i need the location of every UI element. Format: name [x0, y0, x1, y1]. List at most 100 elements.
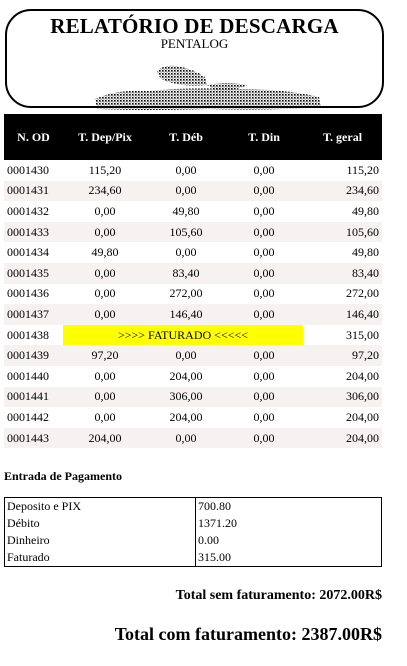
cell-deb: 105,60 — [147, 221, 225, 243]
cell-geral: 146,40 — [303, 304, 382, 325]
cell-deb: 83,40 — [147, 262, 225, 284]
cell-din: 0,00 — [225, 365, 303, 387]
payment-row: Débito 1371.20 — [5, 515, 382, 532]
cell-din: 0,00 — [225, 304, 303, 325]
cell-din: 0,00 — [225, 221, 303, 243]
col-header-dep: T. Dep/Pix — [63, 114, 147, 160]
cell-geral: 97,20 — [303, 345, 382, 366]
cell-din: 0,00 — [225, 242, 303, 263]
company-logo-image — [95, 65, 321, 110]
cell-dep: 49,80 — [63, 242, 147, 263]
table-row: 0001439 97,20 0,00 0,00 97,20 — [4, 345, 382, 366]
cell-geral: 105,60 — [303, 221, 382, 243]
cell-deb: 306,00 — [147, 386, 225, 408]
payment-label: Dinheiro — [7, 533, 50, 547]
cell-deb: 0,00 — [147, 242, 225, 263]
payment-value: 315.00 — [195, 549, 382, 567]
payment-row: Dinheiro 0.00 — [5, 532, 382, 549]
cell-dep: 0,00 — [63, 201, 147, 222]
table-row: 0001435 0,00 83,40 0,00 83,40 — [4, 262, 382, 284]
table-row: 0001437 0,00 146,40 0,00 146,40 — [4, 304, 382, 325]
table-row: 0001440 0,00 204,00 0,00 204,00 — [4, 365, 382, 387]
company-name: PENTALOG — [160, 36, 229, 51]
cell-geral: 306,00 — [303, 386, 382, 408]
cell-geral: 315,00 — [303, 324, 382, 346]
report-title: RELATÓRIO DE DESCARGA — [50, 14, 339, 38]
cell-dep: 115,20 — [63, 160, 147, 181]
cell-od: 0001440 — [4, 365, 63, 387]
cell-od: 0001439 — [4, 345, 63, 366]
payment-value: 1371.20 — [195, 515, 382, 532]
cell-geral: 83,40 — [303, 262, 382, 284]
cell-deb: 0,00 — [147, 160, 225, 181]
cell-od: 0001431 — [4, 180, 63, 202]
cell-geral: 204,00 — [303, 427, 382, 449]
payment-row: Deposito e PIX 700.80 — [5, 497, 382, 515]
cell-geral: 204,00 — [303, 407, 382, 428]
col-header-geral: T. geral — [303, 114, 382, 160]
faturado-badge: >>>> FATURADO <<<<< — [63, 324, 303, 346]
cell-od: 0001433 — [4, 221, 63, 243]
cell-din: 0,00 — [225, 160, 303, 181]
cell-dep: 0,00 — [63, 283, 147, 305]
cell-deb: 204,00 — [147, 365, 225, 387]
payment-value: 0.00 — [195, 532, 382, 549]
cell-din: 0,00 — [225, 283, 303, 305]
table-header-row: N. OD T. Dep/Pix T. Déb T. Din T. geral — [4, 114, 382, 160]
table-row: 0001443 204,00 0,00 0,00 204,00 — [4, 427, 382, 449]
payment-table: Deposito e PIX 700.80 Débito 1371.20 Dinheir… — [4, 497, 382, 567]
table-row: 0001441 0,00 306,00 0,00 306,00 — [4, 386, 382, 408]
cell-geral: 272,00 — [303, 283, 382, 305]
cell-deb: 49,80 — [147, 201, 225, 222]
table-row: 0001438 >>>> FATURADO <<<<< 315,00 — [4, 324, 382, 346]
cell-od: 0001438 — [4, 324, 63, 346]
payment-label: Faturado — [7, 550, 50, 564]
cell-deb: 0,00 — [147, 180, 225, 202]
cell-deb: 204,00 — [147, 407, 225, 428]
table-row: 0001430 115,20 0,00 0,00 115,20 — [4, 160, 382, 181]
cell-din: 0,00 — [225, 386, 303, 408]
cell-geral: 49,80 — [303, 201, 382, 222]
total-without-billing: Total sem faturamento: 2072.00R$ — [175, 588, 382, 603]
cell-od: 0001435 — [4, 262, 63, 284]
col-header-deb: T. Déb — [147, 114, 225, 160]
cell-deb: 0,00 — [147, 427, 225, 449]
col-header-din: T. Din — [225, 114, 303, 160]
discharge-table: N. OD T. Dep/Pix T. Déb T. Din T. geral … — [4, 114, 382, 449]
cell-geral: 234,60 — [303, 180, 382, 202]
cell-od: 0001441 — [4, 386, 63, 408]
cell-dep: 0,00 — [63, 407, 147, 428]
cell-geral: 204,00 — [303, 365, 382, 387]
payment-section-title: Entrada de Pagamento — [4, 469, 122, 483]
cell-deb: 0,00 — [147, 345, 225, 366]
cell-dep: 0,00 — [63, 262, 147, 284]
cell-dep: 0,00 — [63, 365, 147, 387]
payment-row: Faturado 315.00 — [5, 549, 382, 567]
table-row: 0001434 49,80 0,00 0,00 49,80 — [4, 242, 382, 263]
table-row: 0001433 0,00 105,60 0,00 105,60 — [4, 221, 382, 243]
cell-dep: 97,20 — [63, 345, 147, 366]
payment-value: 700.80 — [195, 497, 382, 515]
table-row: 0001442 0,00 204,00 0,00 204,00 — [4, 407, 382, 428]
cell-din: 0,00 — [225, 262, 303, 284]
cell-od: 0001432 — [4, 201, 63, 222]
table-row: 0001436 0,00 272,00 0,00 272,00 — [4, 283, 382, 305]
table-row: 0001431 234,60 0,00 0,00 234,60 — [4, 180, 382, 202]
cell-od: 0001437 — [4, 304, 63, 325]
cell-din: 0,00 — [225, 345, 303, 366]
cell-od: 0001443 — [4, 427, 63, 449]
cell-dep: 0,00 — [63, 386, 147, 408]
cell-din: 0,00 — [225, 201, 303, 222]
table-row: 0001432 0,00 49,80 0,00 49,80 — [4, 201, 382, 222]
cell-geral: 115,20 — [303, 160, 382, 181]
cell-dep: 234,60 — [63, 180, 147, 202]
cell-dep: 204,00 — [63, 427, 147, 449]
cell-dep: 0,00 — [63, 304, 147, 325]
cell-deb: 146,40 — [147, 304, 225, 325]
cell-dep: 0,00 — [63, 221, 147, 243]
cell-din: 0,00 — [225, 407, 303, 428]
cell-geral: 49,80 — [303, 242, 382, 263]
cell-deb: 272,00 — [147, 283, 225, 305]
cell-din: 0,00 — [225, 427, 303, 449]
cell-din: 0,00 — [225, 180, 303, 202]
